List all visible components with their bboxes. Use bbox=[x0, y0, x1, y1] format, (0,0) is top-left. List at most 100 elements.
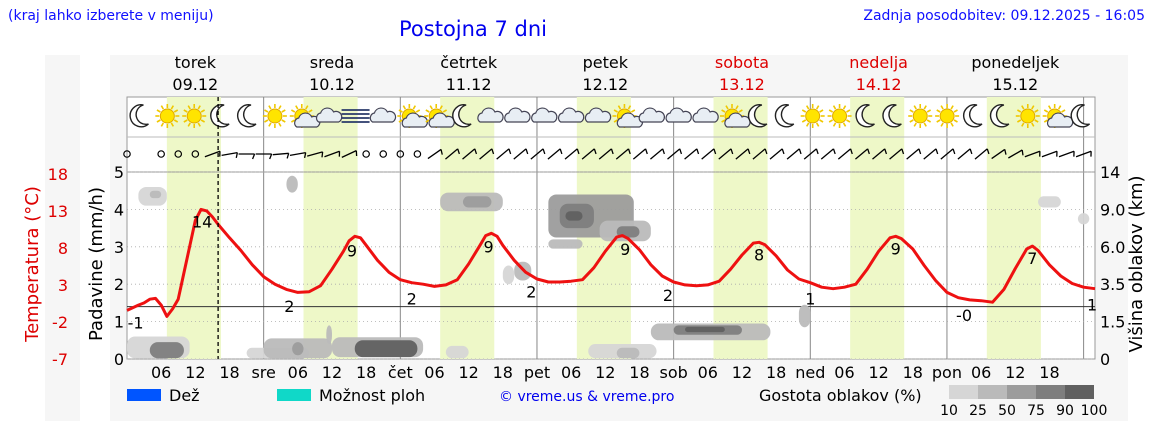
wind-barb bbox=[906, 148, 922, 160]
sun-ray bbox=[398, 109, 403, 113]
wind-shaft bbox=[598, 148, 612, 160]
day-name: četrtek bbox=[440, 53, 498, 72]
last-update: Zadnja posodobitev: 09.12.2025 - 16:05 bbox=[863, 8, 1145, 24]
x-tick-label: ned bbox=[795, 363, 825, 382]
cloud-density-blob bbox=[462, 196, 492, 208]
sun-ray bbox=[197, 122, 201, 127]
day-date: 09.12 bbox=[172, 75, 218, 94]
sun-ray bbox=[1043, 119, 1049, 123]
calm-wind-marker bbox=[191, 150, 200, 158]
calm-wind-marker bbox=[413, 150, 422, 158]
temperature-tick: 18 bbox=[48, 165, 68, 184]
cloud-shape bbox=[369, 107, 397, 123]
wind-barb-tick bbox=[491, 148, 495, 155]
sun-ray bbox=[940, 105, 944, 110]
sun-ray bbox=[832, 105, 837, 110]
day-name: petek bbox=[583, 53, 629, 72]
wind-barb bbox=[598, 148, 614, 160]
sun-ray bbox=[1016, 119, 1022, 123]
sun-ray bbox=[1057, 105, 1062, 110]
x-tick-label: pon bbox=[932, 363, 962, 382]
sun-ray bbox=[290, 119, 296, 123]
moon-shape bbox=[129, 104, 149, 128]
wind-barb-tick bbox=[474, 148, 478, 155]
sun-icon bbox=[827, 104, 852, 128]
wind-barb-tick bbox=[1039, 151, 1041, 157]
sun-disc bbox=[805, 108, 821, 124]
cloud-density-blob bbox=[1077, 213, 1090, 225]
moon-shape bbox=[855, 104, 875, 128]
temperature-tick: 3 bbox=[58, 276, 68, 295]
calm-wind-marker bbox=[123, 150, 131, 158]
wind-barb-tick bbox=[969, 148, 973, 155]
temperature-label: -1 bbox=[128, 313, 144, 332]
cloud-density-blob bbox=[354, 340, 418, 358]
sun-ray bbox=[815, 105, 820, 110]
x-tick-label: sob bbox=[659, 363, 687, 382]
sun-ray bbox=[738, 109, 743, 113]
wind-barb bbox=[650, 148, 665, 160]
wind-barb bbox=[632, 148, 648, 160]
wind-shaft bbox=[341, 150, 357, 158]
moon-icon bbox=[747, 104, 768, 128]
wind-shaft bbox=[632, 148, 647, 160]
sun-ray bbox=[1031, 105, 1035, 110]
sun-icon bbox=[182, 104, 207, 128]
sun-ray bbox=[725, 105, 729, 110]
sun-ray bbox=[913, 122, 917, 127]
wind-barb-tick bbox=[235, 152, 239, 159]
wind-barb bbox=[564, 148, 580, 160]
temperature-tick: -2 bbox=[52, 313, 68, 332]
wind-shaft bbox=[1058, 150, 1075, 158]
sun-ray bbox=[613, 119, 618, 123]
wind-barb bbox=[752, 148, 768, 160]
wind-barb-tick bbox=[1004, 149, 1007, 155]
wind-row bbox=[123, 148, 1092, 160]
wind-barb bbox=[974, 148, 990, 160]
sun-cloud-icon bbox=[397, 104, 429, 128]
x-tick-label: 12 bbox=[458, 363, 478, 382]
wind-barb-tick bbox=[286, 153, 290, 159]
sun-ray bbox=[402, 105, 407, 110]
sun-ray bbox=[170, 122, 175, 127]
wind-shaft bbox=[667, 148, 681, 160]
wind-barb bbox=[718, 148, 734, 160]
x-tick-label: 18 bbox=[493, 363, 513, 382]
legend-label: Možnost ploh bbox=[319, 386, 425, 405]
x-tick-label: 06 bbox=[424, 363, 444, 382]
cloud-density-blob bbox=[445, 345, 469, 359]
sun-ray bbox=[281, 109, 286, 113]
cloud-icon bbox=[692, 107, 719, 123]
wind-shaft bbox=[1024, 150, 1041, 158]
cloud-icon bbox=[315, 107, 343, 123]
sun-ray bbox=[735, 105, 739, 110]
cloud-density-blob bbox=[685, 326, 725, 333]
sun-ray bbox=[950, 105, 954, 110]
sun-ray bbox=[156, 109, 161, 113]
daylight-band bbox=[713, 97, 768, 359]
wind-barb-tick bbox=[1090, 151, 1092, 157]
wind-shaft bbox=[906, 148, 920, 160]
wind-barb bbox=[803, 148, 819, 160]
sun-ray bbox=[721, 119, 726, 123]
cloud-shape bbox=[638, 107, 666, 123]
wind-shaft bbox=[1075, 150, 1092, 158]
cloud-shape bbox=[584, 107, 612, 123]
temperature-label: 1 bbox=[805, 290, 815, 309]
cloud-density-level: 25 bbox=[969, 403, 987, 419]
wind-barb-tick bbox=[832, 148, 836, 155]
sun-ray bbox=[1034, 109, 1039, 113]
daylight-band bbox=[440, 97, 495, 359]
day-name: sreda bbox=[310, 53, 354, 72]
wind-shaft bbox=[701, 148, 715, 160]
wind-barb bbox=[769, 148, 785, 160]
sun-ray bbox=[442, 109, 448, 113]
credit: © vreme.us & vreme.pro bbox=[499, 389, 675, 405]
sun-ray bbox=[909, 109, 914, 113]
sun-ray bbox=[613, 109, 618, 113]
moon-icon bbox=[989, 104, 1010, 128]
sun-ray bbox=[412, 105, 417, 110]
cloud-icon bbox=[638, 107, 666, 123]
sun-ray bbox=[805, 105, 810, 110]
wind-barb bbox=[530, 148, 546, 160]
